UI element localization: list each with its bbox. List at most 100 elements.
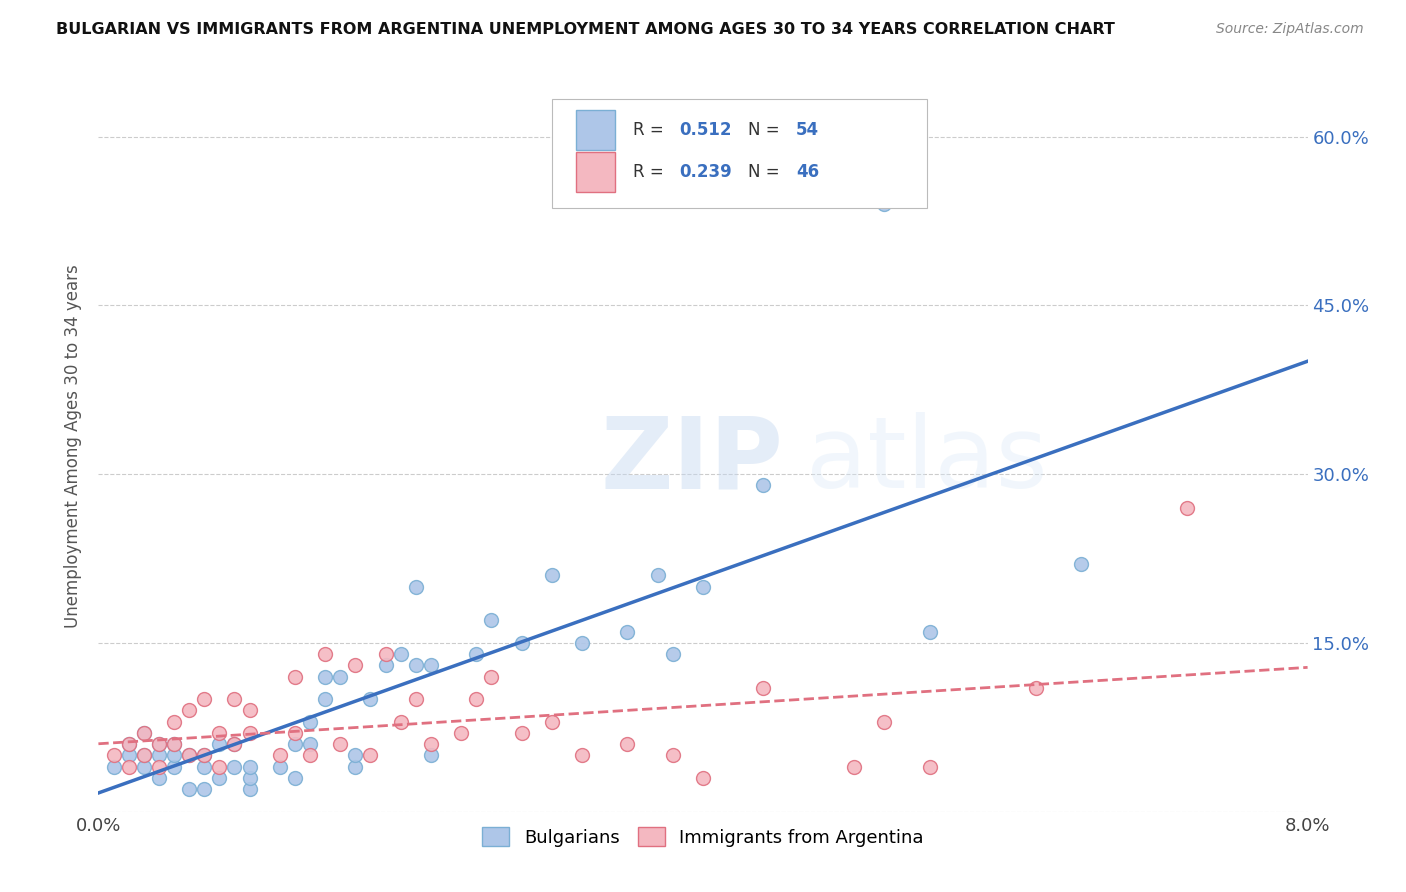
Point bbox=[299, 737, 322, 751]
Point bbox=[389, 647, 412, 661]
Point bbox=[510, 636, 533, 650]
Point bbox=[284, 771, 307, 785]
Point bbox=[616, 624, 638, 639]
Point bbox=[148, 737, 170, 751]
Point bbox=[148, 760, 170, 774]
Point bbox=[481, 670, 503, 684]
Point bbox=[193, 748, 215, 763]
Point bbox=[692, 771, 714, 785]
Point bbox=[510, 726, 533, 740]
Point bbox=[873, 197, 896, 211]
Point bbox=[405, 692, 427, 706]
Point bbox=[420, 748, 443, 763]
Legend: Bulgarians, Immigrants from Argentina: Bulgarians, Immigrants from Argentina bbox=[475, 820, 931, 854]
Point bbox=[284, 670, 307, 684]
Text: atlas: atlas bbox=[806, 412, 1047, 509]
Point bbox=[571, 636, 593, 650]
Point bbox=[179, 748, 201, 763]
Point bbox=[163, 737, 186, 751]
Point bbox=[299, 748, 322, 763]
Point bbox=[647, 568, 669, 582]
Point bbox=[163, 748, 186, 763]
Point bbox=[103, 760, 125, 774]
Point bbox=[239, 760, 262, 774]
Point bbox=[193, 782, 215, 797]
Point bbox=[540, 568, 562, 582]
Point bbox=[752, 681, 775, 695]
Point bbox=[148, 748, 170, 763]
Text: ZIP: ZIP bbox=[600, 412, 783, 509]
Point bbox=[208, 726, 231, 740]
Text: R =: R = bbox=[633, 121, 669, 139]
Point bbox=[132, 726, 155, 740]
Text: R =: R = bbox=[633, 162, 669, 181]
Point bbox=[540, 714, 562, 729]
Point bbox=[132, 748, 155, 763]
Point bbox=[314, 670, 336, 684]
Point bbox=[132, 760, 155, 774]
Point bbox=[1025, 681, 1047, 695]
Point bbox=[344, 760, 367, 774]
Point bbox=[193, 692, 215, 706]
Point bbox=[239, 782, 262, 797]
FancyBboxPatch shape bbox=[576, 110, 614, 150]
Point bbox=[118, 737, 141, 751]
Point bbox=[752, 478, 775, 492]
Point bbox=[103, 748, 125, 763]
Point bbox=[374, 647, 396, 661]
Point bbox=[224, 737, 246, 751]
Point bbox=[224, 692, 246, 706]
Point bbox=[208, 771, 231, 785]
Point bbox=[873, 714, 896, 729]
Point bbox=[405, 658, 427, 673]
Point bbox=[163, 760, 186, 774]
Point bbox=[239, 703, 262, 717]
Point bbox=[239, 771, 262, 785]
Point bbox=[132, 748, 155, 763]
Text: BULGARIAN VS IMMIGRANTS FROM ARGENTINA UNEMPLOYMENT AMONG AGES 30 TO 34 YEARS CO: BULGARIAN VS IMMIGRANTS FROM ARGENTINA U… bbox=[56, 22, 1115, 37]
Point bbox=[224, 737, 246, 751]
Text: N =: N = bbox=[748, 162, 785, 181]
Point bbox=[179, 748, 201, 763]
Point bbox=[344, 748, 367, 763]
Point bbox=[692, 580, 714, 594]
Point bbox=[314, 692, 336, 706]
Point bbox=[420, 658, 443, 673]
Text: 0.512: 0.512 bbox=[679, 121, 731, 139]
Point bbox=[344, 658, 367, 673]
Point bbox=[208, 760, 231, 774]
Point bbox=[405, 580, 427, 594]
Text: N =: N = bbox=[748, 121, 785, 139]
FancyBboxPatch shape bbox=[576, 152, 614, 192]
Point bbox=[661, 647, 683, 661]
Point bbox=[420, 737, 443, 751]
Point bbox=[299, 714, 322, 729]
Point bbox=[193, 748, 215, 763]
Text: 0.239: 0.239 bbox=[679, 162, 731, 181]
Point bbox=[481, 614, 503, 628]
Point bbox=[844, 760, 866, 774]
Point bbox=[163, 714, 186, 729]
Point bbox=[661, 748, 683, 763]
Point bbox=[450, 726, 472, 740]
Point bbox=[239, 726, 262, 740]
Point bbox=[918, 624, 941, 639]
Point bbox=[284, 726, 307, 740]
Point bbox=[1070, 557, 1092, 571]
Text: 54: 54 bbox=[796, 121, 820, 139]
Point bbox=[918, 760, 941, 774]
Point bbox=[179, 703, 201, 717]
Point bbox=[329, 670, 352, 684]
Y-axis label: Unemployment Among Ages 30 to 34 years: Unemployment Among Ages 30 to 34 years bbox=[65, 264, 83, 628]
Point bbox=[179, 782, 201, 797]
Point bbox=[193, 760, 215, 774]
Point bbox=[571, 748, 593, 763]
Point bbox=[224, 760, 246, 774]
Point bbox=[163, 737, 186, 751]
Point bbox=[284, 737, 307, 751]
Text: 46: 46 bbox=[796, 162, 820, 181]
Point bbox=[465, 692, 488, 706]
Point bbox=[118, 748, 141, 763]
Text: Source: ZipAtlas.com: Source: ZipAtlas.com bbox=[1216, 22, 1364, 37]
Point bbox=[1175, 500, 1198, 515]
